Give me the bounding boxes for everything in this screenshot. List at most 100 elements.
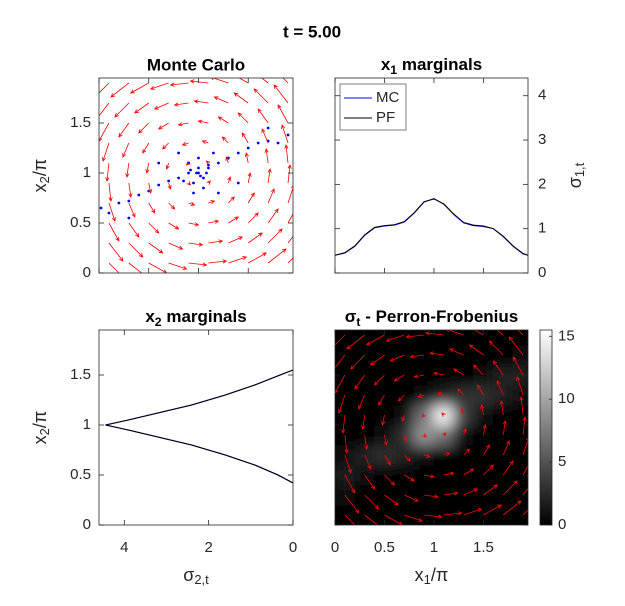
quiver-arrow — [385, 334, 405, 342]
figure-title: t = 5.00 — [283, 22, 341, 41]
quiver-arrow — [287, 257, 293, 264]
quiver-arrow — [168, 242, 184, 250]
quiver-arrow — [452, 368, 464, 376]
quiver-arrow — [502, 420, 507, 436]
quiver-arrow — [483, 444, 490, 456]
label-subscript: 1,t — [572, 162, 587, 177]
heatmap-cell — [433, 330, 455, 346]
quiver-arrow — [189, 79, 209, 84]
heatmap-cell — [413, 444, 435, 466]
heatmap-cell — [512, 330, 528, 346]
quiver-arrow — [247, 172, 252, 184]
scatter-point — [99, 206, 103, 210]
quiver-arrow — [99, 102, 110, 117]
x-tick-label: 2 — [204, 539, 212, 556]
quiver-arrow — [381, 414, 386, 426]
quiver-arrow — [522, 487, 528, 496]
quiver-arrow — [102, 142, 110, 162]
quiver-arrow — [128, 202, 136, 218]
quiver-arrow — [389, 354, 405, 362]
quiver-arrow — [267, 208, 279, 224]
heatmap-cell — [413, 504, 435, 525]
scatter-point — [177, 176, 180, 180]
y-tick-label: 1.5 — [70, 114, 91, 131]
axes-title: Monte Carlo — [147, 55, 245, 74]
label-subscript: 2 — [155, 315, 162, 329]
quiver-arrow — [522, 465, 528, 476]
quiver-arrow — [483, 484, 499, 496]
quiver-arrow — [193, 99, 209, 104]
quiver-arrow — [473, 330, 484, 336]
quiver-arrow — [118, 122, 130, 138]
quiver-arrow — [177, 122, 189, 127]
quiver-arrow — [441, 432, 447, 437]
colorbar-tick-label: 0 — [558, 516, 566, 533]
colorbar-tick-label: 10 — [558, 390, 575, 407]
legend-label: PF — [376, 109, 395, 126]
scatter-point — [127, 216, 131, 220]
quiver-arrow — [405, 334, 425, 339]
heatmap-cell — [393, 504, 415, 525]
scatter-point — [197, 156, 200, 160]
quiver-arrow — [168, 222, 180, 230]
quiver-arrow — [217, 116, 229, 124]
y-tick-label: 4 — [538, 87, 546, 104]
quiver-arrow — [188, 262, 208, 267]
label-part: σ — [183, 565, 194, 585]
quiver-arrow — [149, 82, 169, 90]
quiver-arrow — [165, 162, 170, 170]
heatmap-cell — [354, 330, 376, 346]
scatter-point — [192, 181, 195, 185]
quiver-arrow — [354, 374, 366, 390]
plot-area — [99, 78, 293, 273]
quiver-arrow — [463, 448, 471, 456]
quiver-arrow — [483, 504, 503, 516]
heatmap-cell — [473, 330, 494, 346]
quiver-arrow — [108, 222, 120, 242]
quiver-arrow — [128, 182, 133, 198]
label-part: σ — [345, 307, 357, 326]
quiver-arrow — [108, 202, 116, 222]
quiver-arrow — [425, 331, 444, 336]
label-part: /π — [431, 565, 448, 585]
quiver-arrow — [437, 392, 444, 397]
axes-background — [99, 330, 293, 525]
scatter-point — [207, 166, 210, 170]
quiver-arrow — [148, 222, 160, 234]
scatter-point — [117, 201, 121, 205]
quiver-arrow — [253, 88, 269, 104]
scatter-point — [167, 179, 171, 183]
line-series — [335, 198, 528, 256]
quiver-arrow — [403, 454, 411, 462]
quiver-arrow — [346, 334, 365, 350]
scatter-point — [199, 174, 202, 178]
quiver-arrow — [173, 102, 189, 107]
quiver-arrow — [281, 124, 289, 144]
label-subscript: t — [356, 315, 360, 329]
quiver-arrow — [424, 514, 443, 519]
plot-area — [105, 369, 293, 484]
quiver-arrow — [108, 182, 113, 202]
colorbar — [539, 329, 553, 526]
quiver-arrow — [233, 92, 249, 104]
quiver-arrow — [247, 212, 259, 224]
quiver-arrow — [350, 354, 365, 370]
quiver-arrow — [369, 354, 385, 366]
scatter-point — [197, 171, 200, 175]
quiver-arrow — [421, 413, 427, 418]
heatmap-cell — [413, 484, 435, 506]
y-axis-label: x2/π — [30, 159, 53, 193]
quiver-arrow — [384, 454, 391, 466]
quiver-arrow — [508, 336, 524, 356]
quiver-arrow — [284, 144, 289, 164]
quiver-arrow — [267, 168, 272, 184]
quiver-arrow — [397, 394, 405, 402]
quiver-arrow — [443, 491, 459, 496]
axes-frame — [334, 77, 529, 274]
heatmap-cell — [393, 330, 415, 346]
scatter-point — [187, 171, 190, 175]
quiver-arrow — [213, 96, 229, 104]
quiver-arrow — [228, 236, 244, 244]
quiver-arrow — [197, 119, 209, 124]
y-tick-label: 0.5 — [70, 214, 91, 231]
